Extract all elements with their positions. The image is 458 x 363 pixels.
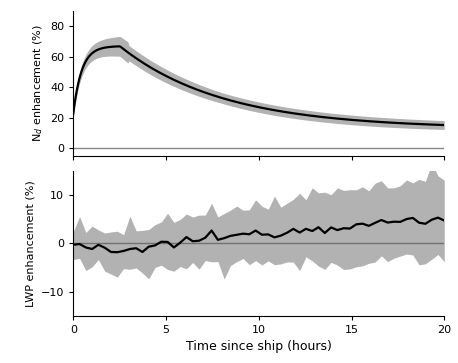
Y-axis label: N$_d$ enhancement (%): N$_d$ enhancement (%)	[31, 25, 44, 142]
Y-axis label: LWP enhancement (%): LWP enhancement (%)	[25, 180, 35, 307]
X-axis label: Time since ship (hours): Time since ship (hours)	[186, 340, 332, 354]
